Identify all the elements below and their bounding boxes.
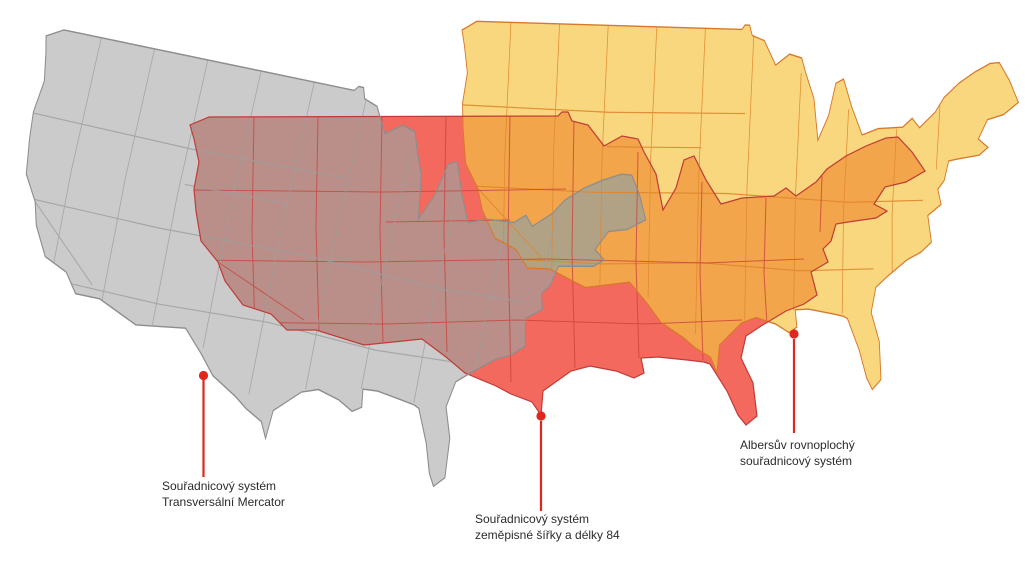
callout-label-transverse-mercator: Souřadnicový systém Transversální Mercat…: [162, 478, 285, 510]
callout-label-line: Albersův rovnoplochý: [740, 438, 855, 452]
callout-label-line: Souřadnicový systém: [475, 512, 590, 526]
callout-label-wgs84: Souřadnicový systém zeměpisné šířky a dé…: [475, 511, 620, 543]
callout-label-line: zeměpisné šířky a délky 84: [475, 528, 620, 542]
callout-label-line: souřadnicový systém: [740, 454, 853, 468]
callout-label-albers: Albersův rovnoplochý souřadnicový systém: [740, 437, 855, 469]
callout-dot: [536, 411, 546, 421]
callout-wgs84-marker: [536, 411, 546, 511]
callout-transverse-mercator-marker: [198, 370, 209, 477]
callout-dot: [789, 329, 799, 339]
callout-label-line: Transversální Mercator: [162, 495, 285, 509]
callout-albers-marker: [789, 329, 799, 433]
callout-label-line: Souřadnicový systém: [162, 479, 277, 493]
callout-dot: [198, 370, 209, 381]
